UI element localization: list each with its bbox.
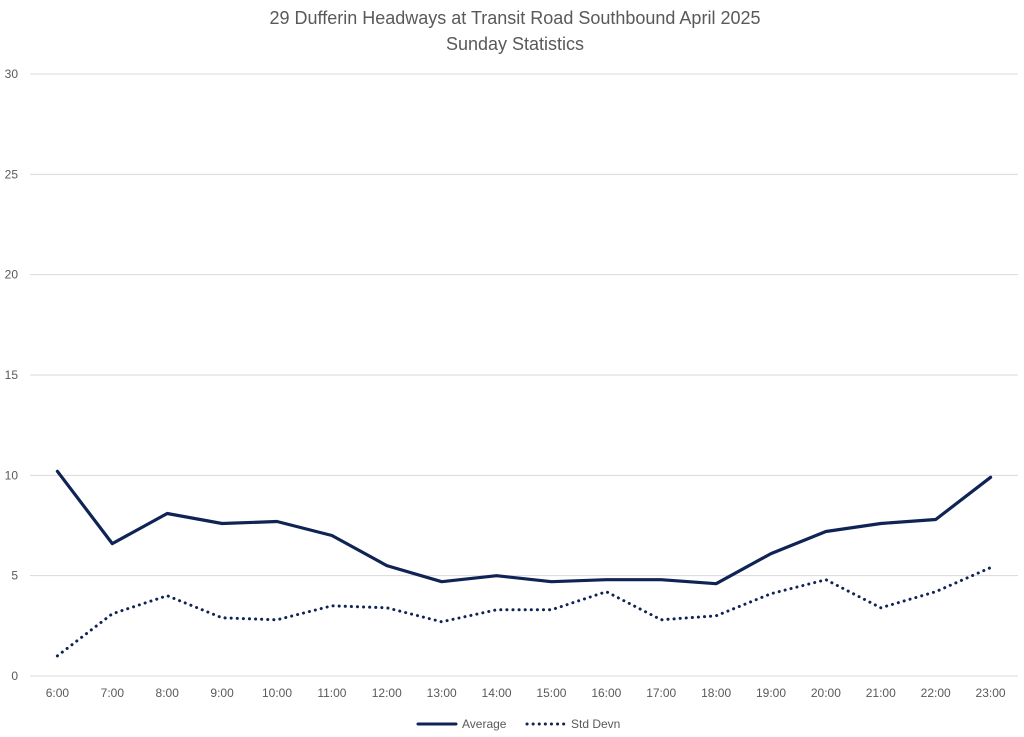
data-point	[440, 621, 442, 623]
data-point	[111, 613, 113, 615]
data-point	[111, 542, 113, 544]
y-tick-label: 20	[5, 268, 19, 282]
data-point	[770, 552, 772, 554]
x-tick-label: 11:00	[317, 686, 346, 700]
data-point	[605, 591, 607, 593]
x-tick-label: 7:00	[101, 686, 125, 700]
data-point	[56, 655, 58, 657]
data-point	[605, 578, 607, 580]
data-point	[880, 607, 882, 609]
x-tick-label: 13:00	[427, 686, 457, 700]
data-point	[989, 476, 991, 478]
series-lines	[55, 469, 993, 658]
data-point	[934, 591, 936, 593]
data-point	[825, 578, 827, 580]
gridlines	[30, 73, 1018, 677]
chart-title: 29 Dufferin Headways at Transit Road Sou…	[270, 8, 761, 28]
data-point	[989, 566, 991, 568]
data-point	[276, 619, 278, 621]
x-tick-label: 14:00	[482, 686, 512, 700]
x-tick-label: 9:00	[210, 686, 234, 700]
y-tick-label: 0	[11, 669, 18, 683]
data-point	[386, 564, 388, 566]
data-point	[166, 512, 168, 514]
x-axis-ticks: 6:00 7:00 8:00 9:00 10:00 11:00 12:00 13:00 14:0…	[46, 686, 1006, 700]
data-point	[495, 609, 497, 611]
x-tick-label: 23:00	[976, 686, 1006, 700]
data-point	[715, 615, 717, 617]
data-point	[825, 530, 827, 532]
data-point	[331, 534, 333, 536]
data-point	[660, 578, 662, 580]
data-point	[770, 593, 772, 595]
x-tick-label: 8:00	[156, 686, 180, 700]
data-point	[221, 522, 223, 524]
x-tick-label: 6:00	[46, 686, 70, 700]
data-point	[660, 619, 662, 621]
data-point	[221, 617, 223, 619]
x-tick-label: 21:00	[866, 686, 896, 700]
data-point	[934, 518, 936, 520]
data-point	[715, 582, 717, 584]
series-line-average	[55, 469, 993, 586]
x-tick-label: 22:00	[921, 686, 951, 700]
x-tick-label: 10:00	[262, 686, 292, 700]
legend-label: Average	[462, 717, 507, 731]
y-tick-label: 15	[5, 368, 19, 382]
x-tick-label: 20:00	[811, 686, 841, 700]
x-tick-label: 17:00	[646, 686, 676, 700]
x-tick-label: 15:00	[536, 686, 566, 700]
x-tick-label: 19:00	[756, 686, 786, 700]
data-point	[56, 470, 58, 472]
data-point	[440, 580, 442, 582]
legend: Average Std Devn	[416, 717, 620, 731]
x-tick-label: 16:00	[591, 686, 621, 700]
y-tick-label: 25	[5, 167, 19, 181]
data-point	[386, 607, 388, 609]
chart-subtitle: Sunday Statistics	[446, 34, 584, 54]
data-point	[880, 522, 882, 524]
data-point	[550, 580, 552, 582]
data-point	[495, 574, 497, 576]
series-line-std-devn	[55, 566, 993, 658]
y-axis-ticks: 0 5 10 15 20 25 30	[5, 67, 19, 683]
y-tick-label: 5	[11, 569, 18, 583]
data-point	[276, 520, 278, 522]
data-point	[331, 605, 333, 607]
legend-label: Std Devn	[571, 717, 620, 731]
data-point	[166, 595, 168, 597]
y-tick-label: 30	[5, 67, 19, 81]
y-tick-label: 10	[5, 468, 19, 482]
x-tick-label: 12:00	[372, 686, 402, 700]
x-tick-label: 18:00	[701, 686, 731, 700]
data-point	[550, 609, 552, 611]
